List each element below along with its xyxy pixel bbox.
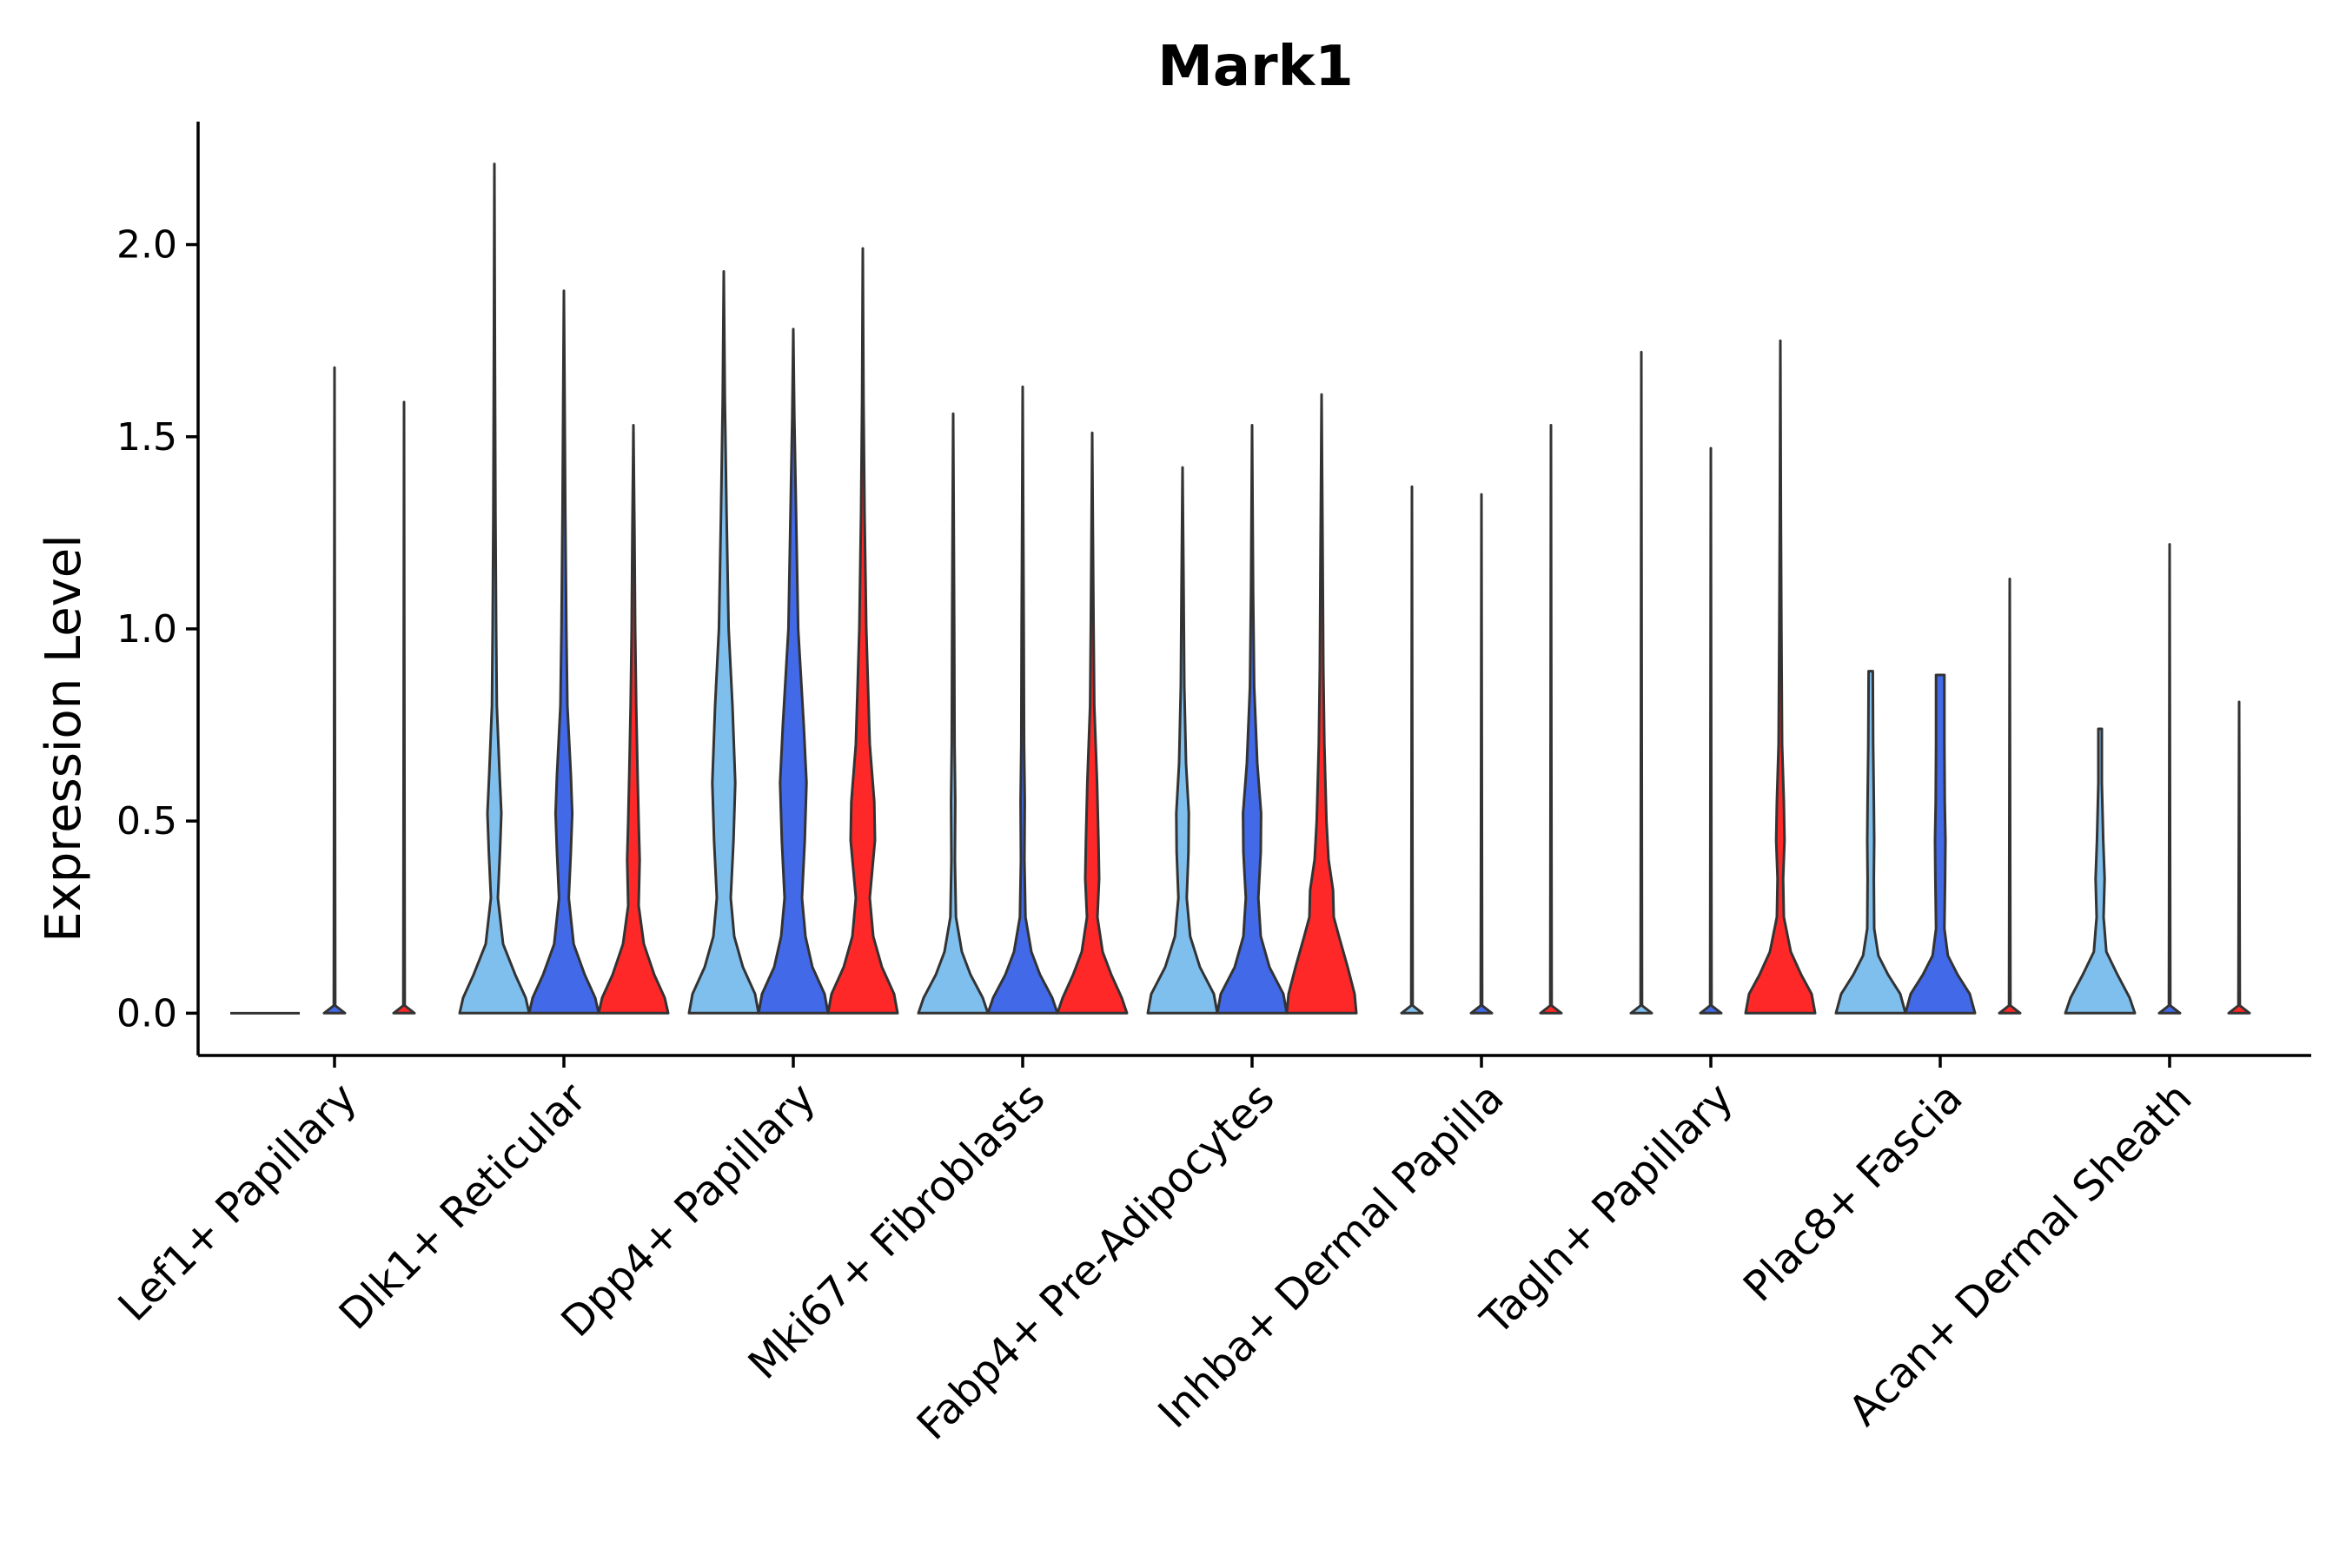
violin-dpp4-papillary-1 [687, 270, 760, 1015]
x-tick-label: Plac8+ Fascia [1734, 1074, 1972, 1312]
violin-layer [230, 162, 2251, 1015]
violin-acan-dermal-sheath-2 [2157, 543, 2182, 1015]
violin-plac8-fascia-3 [1998, 577, 2022, 1015]
y-tick-label: 1.5 [116, 415, 177, 460]
violin-dpp4-papillary-3 [826, 247, 899, 1015]
y-tick-label: 0.0 [116, 991, 177, 1035]
violin-fabp4-pre-adipocytes-2 [1216, 424, 1289, 1015]
violin-fabp4-pre-adipocytes-1 [1146, 466, 1219, 1015]
x-tick-label: Dpp4+ Papillary [552, 1074, 825, 1346]
x-tick-label: Dlk1+ Reticular [330, 1074, 596, 1340]
y-tick-label: 2.0 [116, 223, 177, 268]
violin-acan-dermal-sheath-1 [2064, 727, 2137, 1015]
y-axis: 0.0 0.5 1.0 1.5 2.0 [116, 122, 200, 1055]
violin-lef1-papillary-2 [322, 366, 347, 1015]
x-tick-label: Tagln+ Papillary [1471, 1074, 1742, 1345]
y-axis-label: Expression Level [36, 534, 92, 943]
violin-dlk1-reticular-3 [597, 424, 670, 1015]
violin-fabp4-pre-adipocytes-3 [1285, 393, 1358, 1015]
violin-mki67-fibroblasts-1 [917, 412, 990, 1015]
violin-inhba-dermal-papilla-1 [1400, 485, 1424, 1015]
violin-dlk1-reticular-1 [458, 162, 531, 1015]
violin-dlk1-reticular-2 [527, 289, 600, 1015]
chart-title: Mark1 [1157, 35, 1354, 99]
violin-tagln-papillary-1 [1629, 350, 1653, 1015]
violin-mki67-fibroblasts-3 [1056, 431, 1129, 1015]
violin-lef1-papillary-3 [392, 400, 416, 1015]
violin-plac8-fascia-1 [1834, 670, 1907, 1015]
violin-dpp4-papillary-2 [757, 327, 830, 1015]
violin-inhba-dermal-papilla-2 [1469, 493, 1494, 1015]
y-tick-label: 0.5 [116, 799, 177, 844]
violin-acan-dermal-sheath-3 [2227, 700, 2251, 1015]
violin-mki67-fibroblasts-2 [986, 385, 1059, 1015]
violin-plac8-fascia-2 [1904, 673, 1977, 1015]
violin-inhba-dermal-papilla-3 [1539, 424, 1563, 1015]
x-tick-label: Lef1+ Papillary [109, 1074, 367, 1331]
violin-tagln-papillary-3 [1744, 339, 1817, 1015]
violin-tagln-papillary-2 [1699, 447, 1723, 1015]
y-tick-label: 1.0 [116, 607, 177, 652]
